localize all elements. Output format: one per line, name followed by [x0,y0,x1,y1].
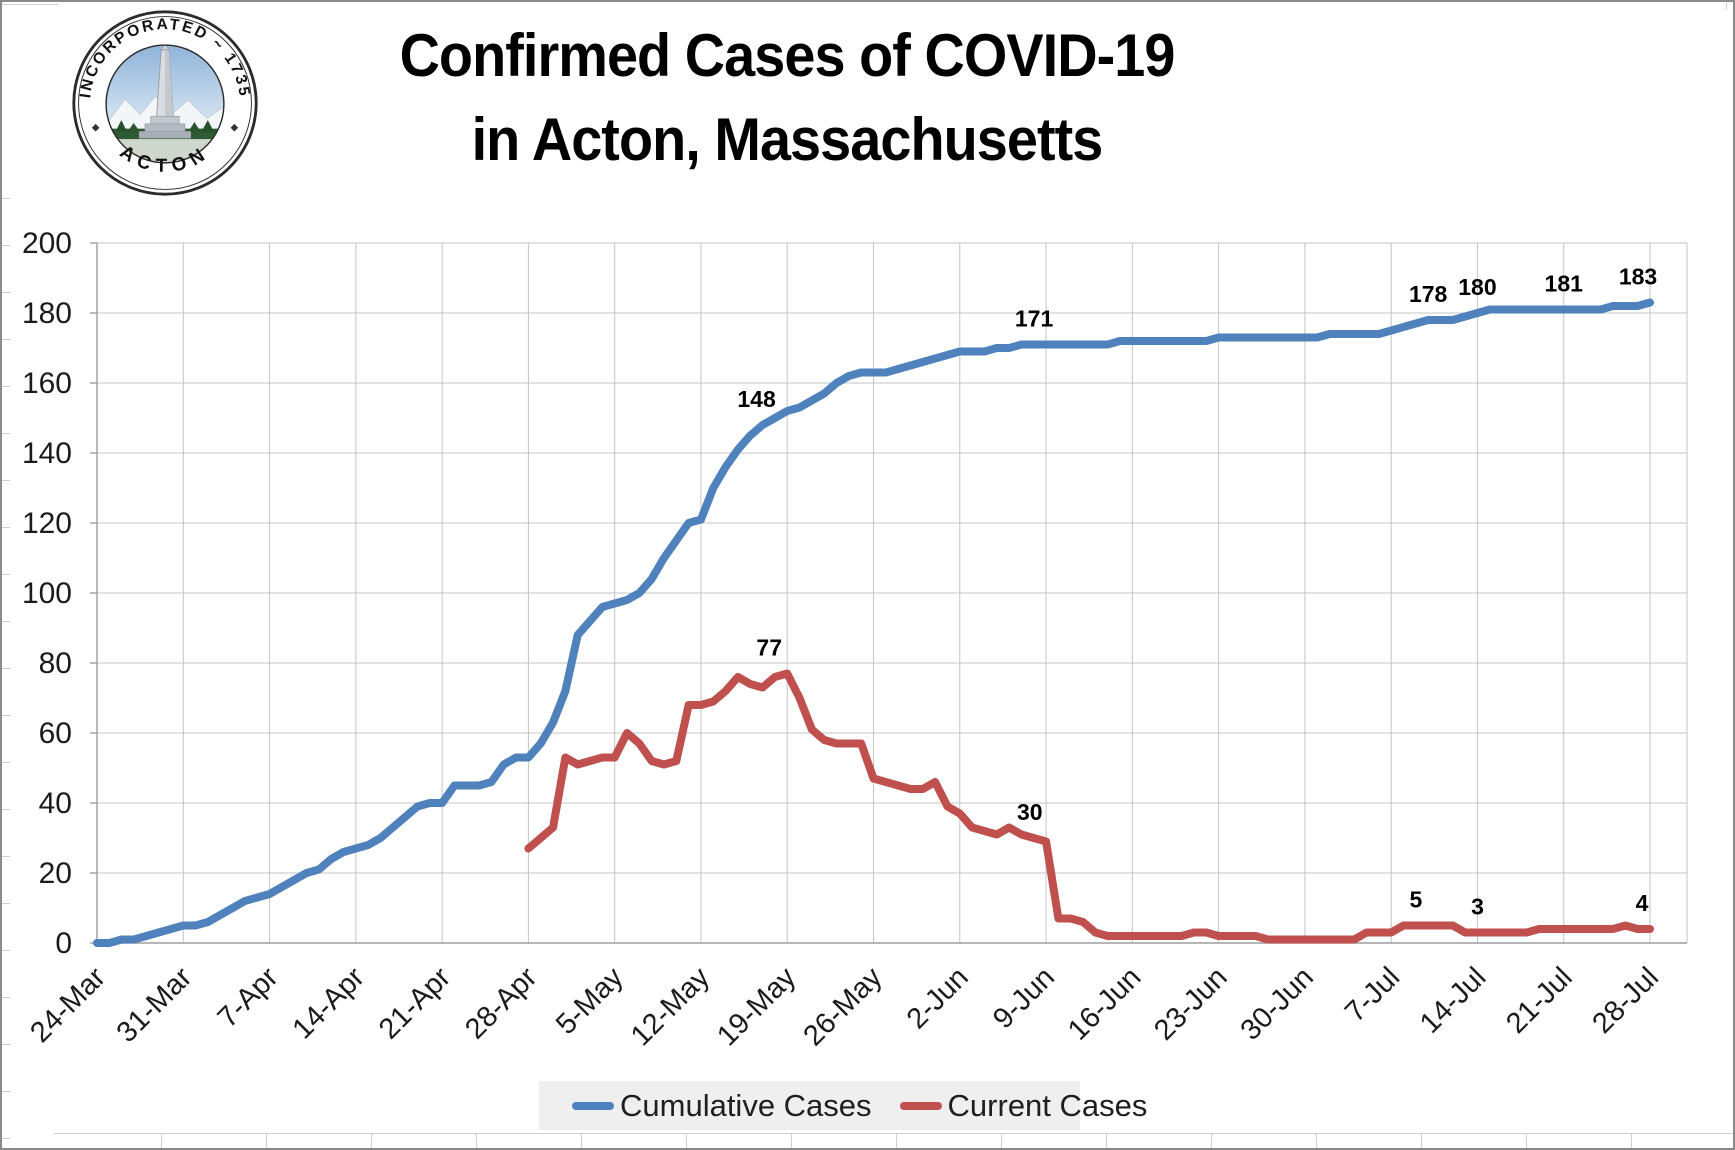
y-axis-label: 60 [39,717,72,750]
acton-town-seal-icon: INCORPORATED ~ 1735 ACTON [72,10,258,196]
data-label: 5 [1409,887,1422,913]
x-axis-label: 28-Jul [1586,961,1664,1039]
chart-title: Confirmed Cases of COVID-19 in Acton, Ma… [215,14,1359,182]
y-axis-label: 120 [22,507,72,540]
cumulative-cases-line [93,298,1655,947]
chart-title-line1: Confirmed Cases of COVID-19 [399,22,1176,89]
current-cases-line [524,669,1655,944]
worksheet-top-right-tick [1726,2,1727,10]
x-axis-label: 26-May [797,961,888,1052]
x-axis-label: 7-Apr [212,961,285,1034]
y-axis-label: 200 [22,227,72,260]
data-label: 4 [1636,890,1649,916]
worksheet-row-ticks [2,152,10,1148]
x-axis-label: 31-Mar [111,961,199,1049]
y-axis-label: 140 [22,437,72,470]
x-axis-label: 14-Apr [287,961,371,1045]
worksheet-top-border [2,4,58,5]
x-axis-label: 30-Jun [1235,961,1320,1046]
cumulative-cases-legend-key-icon [572,1101,614,1110]
seal-outer-inner-ring [78,16,252,190]
cumulative-cases-legend-label: Cumulative Cases [620,1087,872,1123]
data-label: 171 [1015,306,1054,332]
y-axis-label: 40 [39,787,72,820]
x-axis-label: 24-Mar [24,961,112,1049]
data-label: 148 [737,386,776,412]
data-label: 180 [1458,274,1496,300]
data-label: 181 [1545,271,1584,297]
y-axis-labels: 0 20 40 60 80 100 120 140 160 180 200 [22,227,72,960]
x-axis-label: 23-Jun [1148,961,1233,1046]
y-axis-label: 160 [22,367,72,400]
current-cases-legend-key-icon [899,1101,942,1110]
x-axis-label: 19-May [711,961,802,1052]
current-cases-legend-label: Current Cases [947,1087,1148,1123]
data-label: 183 [1619,264,1657,290]
data-label: 77 [756,635,782,661]
worksheet-row-border [54,1133,1733,1134]
y-axis-label: 0 [55,927,72,960]
chart-legend: Cumulative Cases Current Cases [539,1081,1147,1130]
x-axis-label: 12-May [625,961,716,1052]
x-axis-label: 28-Apr [459,961,543,1045]
x-axis-label: 21-Jul [1500,961,1578,1039]
worksheet-column-ticks [57,1134,1733,1148]
x-axis-label: 2-Jun [901,961,975,1035]
y-axis-label: 80 [39,647,72,680]
chart-title-line2: in Acton, Massachusetts [471,106,1104,173]
x-axis-label: 16-Jun [1062,961,1147,1046]
data-label: 30 [1017,799,1043,825]
data-label: 3 [1471,894,1484,920]
x-axis-label: 21-Apr [373,961,457,1045]
seal-scene [106,45,224,163]
axes [90,242,1687,944]
gridlines [97,242,1687,943]
seal-inner-ring [105,44,225,164]
seal-left-ornament-icon [91,123,100,132]
data-label: 178 [1409,281,1448,307]
x-axis-label: 14-Jul [1414,961,1492,1039]
seal-right-ornament-icon [230,123,239,132]
x-axis-label: 9-Jun [987,961,1061,1035]
data-labels: 148 171 178 180 181 183 77 30 5 3 4 [737,264,1657,920]
x-axis-label: 7-Jul [1339,961,1406,1028]
y-axis-label: 100 [22,577,72,610]
y-axis-label: 20 [39,857,72,890]
y-axis-label: 180 [22,297,72,330]
x-axis-label: 5-May [550,961,630,1041]
